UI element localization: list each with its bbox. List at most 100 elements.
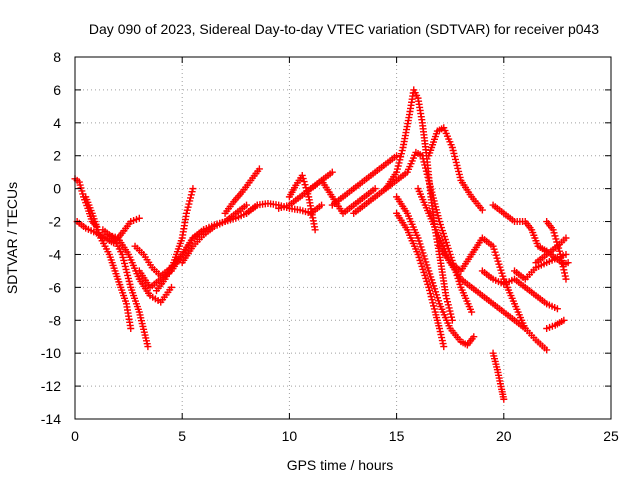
data-point (301, 181, 309, 189)
data-point (426, 286, 434, 294)
data-point (300, 178, 308, 186)
plot-frame (74, 56, 612, 420)
data-point (549, 226, 557, 234)
data-point (552, 235, 560, 243)
data-point (555, 244, 563, 252)
series-arc2 (73, 214, 143, 247)
y-axis-label: SDTVAR / TECUs (4, 182, 20, 294)
data-point (427, 293, 435, 301)
series-arc11 (243, 199, 326, 217)
series-arc21 (414, 185, 551, 354)
data-point (561, 269, 569, 277)
series-arc20 (425, 124, 486, 214)
data-point (183, 206, 191, 214)
data-point (393, 165, 401, 173)
x-tick-label: 10 (282, 428, 298, 444)
y-tick-label: 8 (53, 49, 61, 65)
data-point (397, 150, 405, 158)
data-point (298, 171, 306, 179)
y-tick-label: 0 (53, 181, 61, 197)
series-arc23 (489, 349, 508, 403)
series-arc8 (152, 185, 197, 295)
y-tick-label: -14 (41, 411, 61, 427)
y-tick-label: -2 (49, 214, 62, 230)
series-arc5 (103, 231, 175, 306)
series-arc25 (478, 267, 561, 313)
chart-title: Day 090 of 2023, Sidereal Day-to-day VTE… (89, 21, 599, 37)
data-point (189, 185, 197, 193)
data-point (185, 200, 193, 208)
data-point (444, 298, 452, 306)
data-point (445, 304, 453, 312)
data-point (393, 168, 401, 176)
data-points (71, 86, 572, 403)
series-arc19 (393, 209, 448, 351)
data-point (395, 159, 403, 167)
data-point (188, 188, 196, 196)
series-arc13 (285, 171, 319, 234)
data-point (561, 272, 569, 280)
data-point (562, 234, 570, 242)
data-point (187, 191, 195, 199)
series-arc24 (489, 201, 551, 255)
data-point (393, 152, 401, 160)
series-arc18 (393, 193, 478, 349)
data-point (184, 203, 192, 211)
data-point (560, 316, 568, 324)
grid-lines (75, 57, 611, 419)
data-point (447, 310, 455, 318)
data-point (428, 296, 436, 304)
data-point (521, 325, 529, 332)
data-point (556, 250, 564, 258)
y-tick-label: 6 (53, 82, 61, 98)
data-point (468, 308, 476, 316)
y-tick-label: 2 (53, 148, 61, 164)
y-tick-label: -12 (41, 378, 61, 394)
series-arc15 (328, 152, 401, 209)
data-point (371, 185, 379, 193)
data-point (550, 229, 558, 237)
x-tick-label: 0 (71, 428, 79, 444)
data-point (551, 232, 559, 240)
y-tick-label: -10 (41, 345, 61, 361)
data-point (553, 238, 561, 246)
y-tick-label: -6 (49, 279, 62, 295)
data-point (127, 325, 135, 332)
data-point (144, 343, 152, 351)
series-arc22 (435, 234, 529, 332)
series-arc29 (543, 316, 568, 332)
data-point (543, 346, 551, 354)
data-point (448, 313, 456, 321)
data-point (470, 333, 478, 341)
data-point (243, 201, 251, 209)
data-point (318, 201, 326, 209)
data-point (440, 343, 448, 351)
data-point (562, 275, 570, 283)
data-point (443, 295, 451, 303)
data-point (553, 305, 561, 313)
series-arc17 (382, 86, 456, 324)
data-point (397, 153, 405, 161)
data-point (556, 247, 564, 255)
data-point (442, 292, 450, 300)
data-point (304, 190, 312, 198)
data-point (425, 283, 433, 291)
data-point (398, 147, 406, 155)
y-tick-label: -8 (49, 312, 62, 328)
data-point (328, 168, 336, 176)
data-point (426, 290, 434, 298)
data-point (554, 241, 562, 249)
data-point (167, 283, 175, 291)
axes: 0 5 10 15 20 25 -14 -12 -10 -8 -6 -4 -2 0 2 4 6 8 (41, 49, 619, 444)
series-arc10 (221, 165, 263, 217)
data-point (255, 165, 263, 173)
data-point (564, 259, 572, 267)
x-tick-label: 25 (603, 428, 619, 444)
y-tick-label: 4 (53, 115, 61, 131)
series-arc3 (82, 193, 135, 332)
data-point (446, 307, 454, 315)
data-point (299, 175, 307, 183)
data-point (396, 156, 404, 164)
data-point (394, 162, 402, 170)
